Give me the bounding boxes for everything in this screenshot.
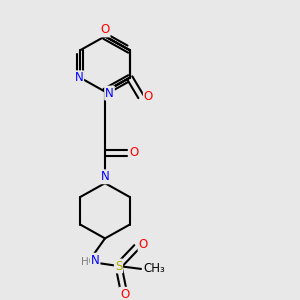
Text: O: O — [120, 288, 129, 300]
Text: O: O — [144, 90, 153, 103]
Text: N: N — [105, 86, 114, 100]
Text: O: O — [130, 146, 139, 159]
Text: CH₃: CH₃ — [144, 262, 165, 275]
Text: N: N — [74, 71, 83, 84]
Text: N: N — [100, 170, 109, 183]
Text: O: O — [100, 23, 109, 36]
Text: O: O — [139, 238, 148, 251]
Text: H: H — [81, 257, 89, 267]
Text: S: S — [115, 260, 122, 272]
Text: N: N — [91, 254, 100, 267]
